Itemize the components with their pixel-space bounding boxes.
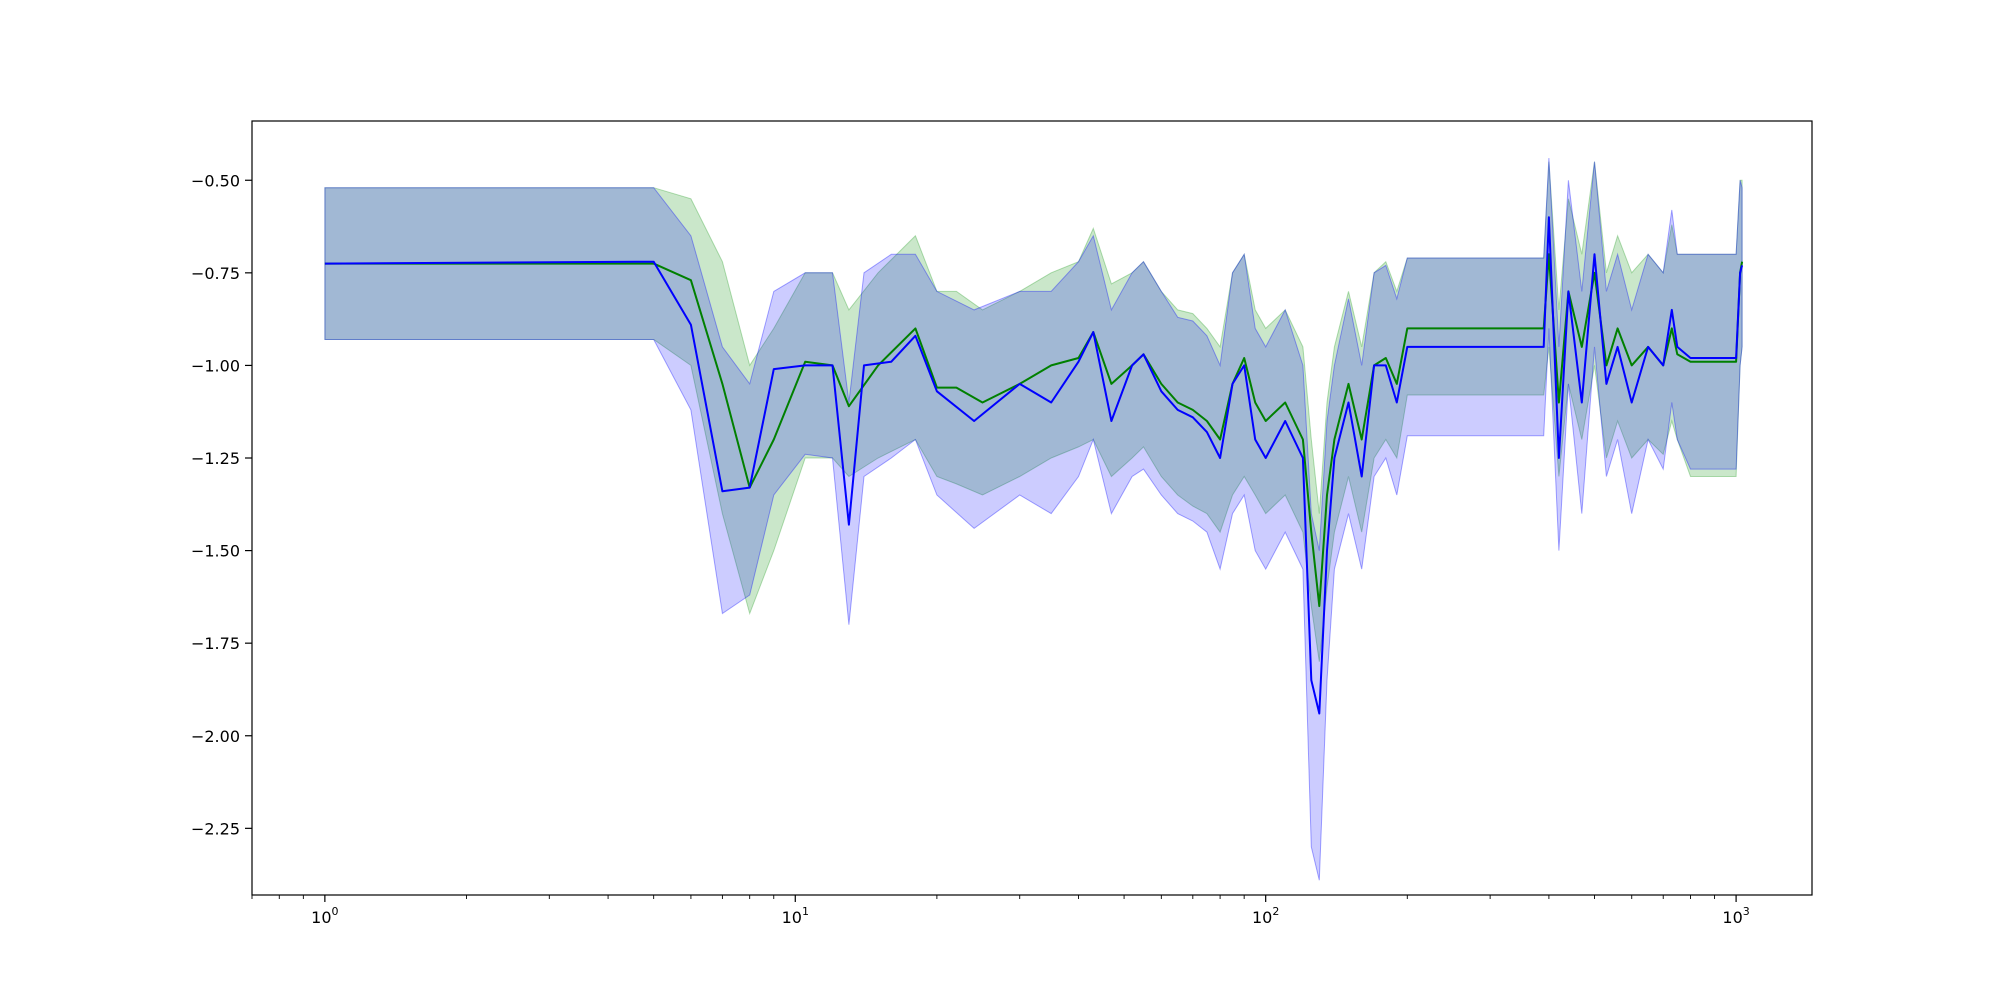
y-tick-label-5: −1.75 xyxy=(191,634,240,653)
x-tick-label-2: 102 xyxy=(1252,905,1279,927)
y-tick-label-6: −2.00 xyxy=(191,727,240,746)
line-series-2 xyxy=(324,216,1744,715)
x-axis: 100 101 102 103 xyxy=(251,895,1750,927)
band-series-1 xyxy=(324,161,1743,662)
confidence-bands xyxy=(324,157,1743,881)
y-axis: −0.50 −0.75 −1.00 −1.25 −1.50 −1.75 −2.00 −2.25 xyxy=(191,171,252,838)
y-tick-label-4: −1.50 xyxy=(191,542,240,561)
y-tick-label-0: −0.50 xyxy=(191,171,240,190)
line-series-1 xyxy=(324,253,1744,608)
y-tick-label-7: −2.25 xyxy=(191,819,240,838)
plot-frame xyxy=(251,120,1813,896)
x-tick-label-0: 100 xyxy=(311,905,338,927)
x-tick-label-1: 101 xyxy=(782,905,809,927)
x-tick-label-3: 103 xyxy=(1722,905,1749,927)
y-tick-label-2: −1.00 xyxy=(191,356,240,375)
y-tick-label-1: −0.75 xyxy=(191,264,240,283)
band-series-2 xyxy=(324,157,1743,881)
y-tick-label-3: −1.25 xyxy=(191,449,240,468)
series-lines xyxy=(324,216,1744,715)
